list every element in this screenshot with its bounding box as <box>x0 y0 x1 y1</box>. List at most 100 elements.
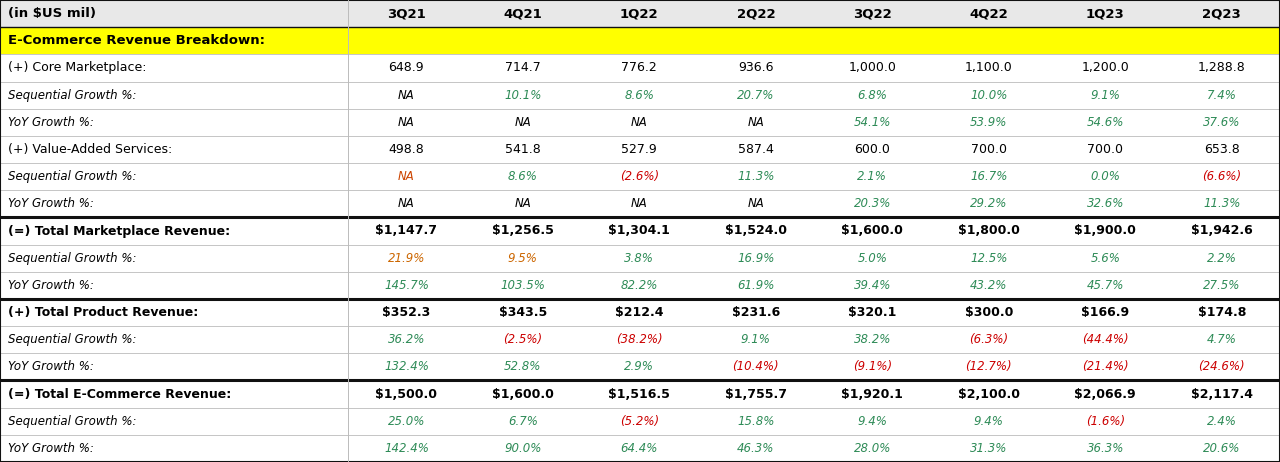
Bar <box>0 27 1280 55</box>
Text: 90.0%: 90.0% <box>504 442 541 455</box>
Bar <box>0 326 1280 353</box>
Text: $2,100.0: $2,100.0 <box>957 388 1020 401</box>
Text: 132.4%: 132.4% <box>384 360 429 373</box>
Text: 498.8: 498.8 <box>389 143 424 156</box>
Text: 0.0%: 0.0% <box>1091 170 1120 183</box>
Text: 3Q21: 3Q21 <box>387 7 426 20</box>
Text: 38.2%: 38.2% <box>854 333 891 346</box>
Text: 3.8%: 3.8% <box>625 252 654 265</box>
Text: 6.7%: 6.7% <box>508 415 538 428</box>
Text: NA: NA <box>398 89 415 102</box>
Text: 43.2%: 43.2% <box>970 279 1007 292</box>
Text: 4.7%: 4.7% <box>1207 333 1236 346</box>
Text: 6.8%: 6.8% <box>858 89 887 102</box>
Text: (=) Total E-Commerce Revenue:: (=) Total E-Commerce Revenue: <box>8 388 230 401</box>
Text: 10.1%: 10.1% <box>504 89 541 102</box>
Text: 53.9%: 53.9% <box>970 116 1007 129</box>
Bar <box>0 190 1280 218</box>
Text: (9.1%): (9.1%) <box>852 360 892 373</box>
Text: 9.1%: 9.1% <box>1091 89 1120 102</box>
Text: 61.9%: 61.9% <box>737 279 774 292</box>
Text: $1,900.0: $1,900.0 <box>1074 225 1137 237</box>
Text: (1.6%): (1.6%) <box>1085 415 1125 428</box>
Text: $343.5: $343.5 <box>499 306 547 319</box>
Text: $1,524.0: $1,524.0 <box>724 225 787 237</box>
Text: 37.6%: 37.6% <box>1203 116 1240 129</box>
Text: 20.3%: 20.3% <box>854 197 891 210</box>
Text: $1,800.0: $1,800.0 <box>957 225 1020 237</box>
Text: $1,500.0: $1,500.0 <box>375 388 438 401</box>
Text: 5.0%: 5.0% <box>858 252 887 265</box>
Text: 31.3%: 31.3% <box>970 442 1007 455</box>
Text: (+) Core Marketplace:: (+) Core Marketplace: <box>8 61 146 74</box>
Text: $1,920.1: $1,920.1 <box>841 388 904 401</box>
Text: 1,288.8: 1,288.8 <box>1198 61 1245 74</box>
Text: 9.4%: 9.4% <box>858 415 887 428</box>
Text: 600.0: 600.0 <box>854 143 891 156</box>
Text: 700.0: 700.0 <box>1087 143 1124 156</box>
Text: (10.4%): (10.4%) <box>732 360 780 373</box>
Text: (6.6%): (6.6%) <box>1202 170 1242 183</box>
Text: 25.0%: 25.0% <box>388 415 425 428</box>
Bar <box>0 136 1280 163</box>
Text: 10.0%: 10.0% <box>970 89 1007 102</box>
Text: $174.8: $174.8 <box>1198 306 1245 319</box>
Text: NA: NA <box>631 116 648 129</box>
Bar <box>0 299 1280 326</box>
Text: 8.6%: 8.6% <box>625 89 654 102</box>
Text: 2.1%: 2.1% <box>858 170 887 183</box>
Text: E-Commerce Revenue Breakdown:: E-Commerce Revenue Breakdown: <box>8 34 265 47</box>
Bar <box>0 0 1280 27</box>
Text: 5.6%: 5.6% <box>1091 252 1120 265</box>
Text: $1,256.5: $1,256.5 <box>492 225 554 237</box>
Text: 32.6%: 32.6% <box>1087 197 1124 210</box>
Bar <box>0 81 1280 109</box>
Text: NA: NA <box>398 197 415 210</box>
Text: (in $US mil): (in $US mil) <box>8 7 96 20</box>
Text: 587.4: 587.4 <box>737 143 774 156</box>
Text: 4Q21: 4Q21 <box>503 7 543 20</box>
Bar <box>0 435 1280 462</box>
Text: YoY Growth %:: YoY Growth %: <box>8 442 93 455</box>
Text: 20.7%: 20.7% <box>737 89 774 102</box>
Text: 1,200.0: 1,200.0 <box>1082 61 1129 74</box>
Text: 1,000.0: 1,000.0 <box>849 61 896 74</box>
Text: 9.5%: 9.5% <box>508 252 538 265</box>
Text: (38.2%): (38.2%) <box>616 333 663 346</box>
Text: 1,100.0: 1,100.0 <box>965 61 1012 74</box>
Text: (24.6%): (24.6%) <box>1198 360 1245 373</box>
Bar <box>0 163 1280 190</box>
Text: 8.6%: 8.6% <box>508 170 538 183</box>
Text: 541.8: 541.8 <box>506 143 540 156</box>
Text: (44.4%): (44.4%) <box>1082 333 1129 346</box>
Text: $1,942.6: $1,942.6 <box>1190 225 1253 237</box>
Text: 64.4%: 64.4% <box>621 442 658 455</box>
Text: (=) Total Marketplace Revenue:: (=) Total Marketplace Revenue: <box>8 225 230 237</box>
Text: 11.3%: 11.3% <box>737 170 774 183</box>
Text: 82.2%: 82.2% <box>621 279 658 292</box>
Text: 12.5%: 12.5% <box>970 252 1007 265</box>
Text: 15.8%: 15.8% <box>737 415 774 428</box>
Text: NA: NA <box>515 116 531 129</box>
Text: 3Q22: 3Q22 <box>852 7 892 20</box>
Text: (2.6%): (2.6%) <box>620 170 659 183</box>
Text: (5.2%): (5.2%) <box>620 415 659 428</box>
Text: 2Q22: 2Q22 <box>736 7 776 20</box>
Text: $1,600.0: $1,600.0 <box>492 388 554 401</box>
Text: 45.7%: 45.7% <box>1087 279 1124 292</box>
Text: 714.7: 714.7 <box>506 61 540 74</box>
Text: 20.6%: 20.6% <box>1203 442 1240 455</box>
Text: (12.7%): (12.7%) <box>965 360 1012 373</box>
Text: 28.0%: 28.0% <box>854 442 891 455</box>
Text: NA: NA <box>398 170 415 183</box>
Text: YoY Growth %:: YoY Growth %: <box>8 197 93 210</box>
Text: $2,117.4: $2,117.4 <box>1190 388 1253 401</box>
Text: 2.4%: 2.4% <box>1207 415 1236 428</box>
Text: Sequential Growth %:: Sequential Growth %: <box>8 252 136 265</box>
Text: 7.4%: 7.4% <box>1207 89 1236 102</box>
Text: 1Q22: 1Q22 <box>620 7 659 20</box>
Text: $320.1: $320.1 <box>849 306 896 319</box>
Text: 2.2%: 2.2% <box>1207 252 1236 265</box>
Text: YoY Growth %:: YoY Growth %: <box>8 279 93 292</box>
Text: 145.7%: 145.7% <box>384 279 429 292</box>
